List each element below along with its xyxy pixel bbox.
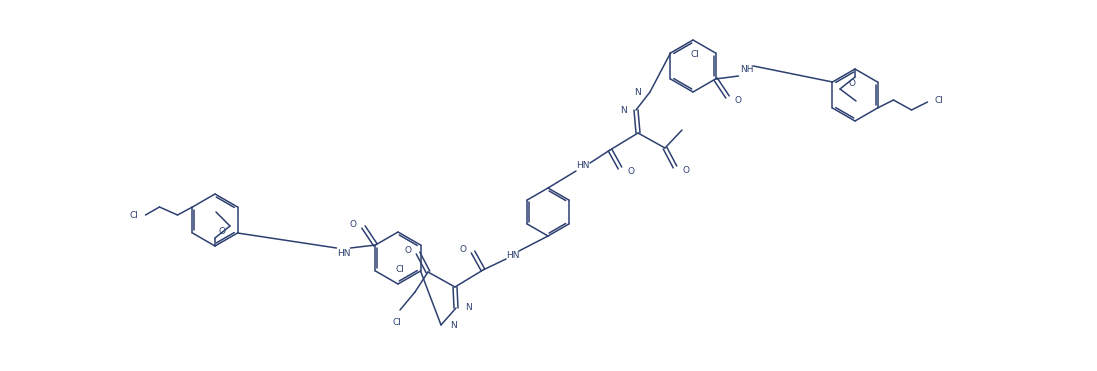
Text: Cl: Cl: [393, 318, 402, 327]
Text: N: N: [465, 303, 472, 312]
Text: Cl: Cl: [129, 210, 138, 220]
Text: O: O: [848, 79, 856, 88]
Text: NH: NH: [739, 65, 754, 73]
Text: O: O: [218, 227, 225, 236]
Text: O: O: [404, 246, 411, 255]
Text: Cl: Cl: [396, 265, 405, 274]
Text: O: O: [350, 220, 357, 229]
Text: N: N: [634, 88, 641, 96]
Text: O: O: [627, 167, 634, 175]
Text: O: O: [735, 95, 742, 105]
Text: O: O: [459, 244, 466, 253]
Text: N: N: [450, 321, 456, 329]
Text: HN: HN: [506, 250, 520, 259]
Text: HN: HN: [337, 249, 350, 257]
Text: N: N: [620, 105, 627, 115]
Text: Cl: Cl: [691, 50, 700, 59]
Text: O: O: [682, 165, 689, 174]
Text: HN: HN: [576, 161, 590, 170]
Text: Cl: Cl: [935, 95, 943, 105]
